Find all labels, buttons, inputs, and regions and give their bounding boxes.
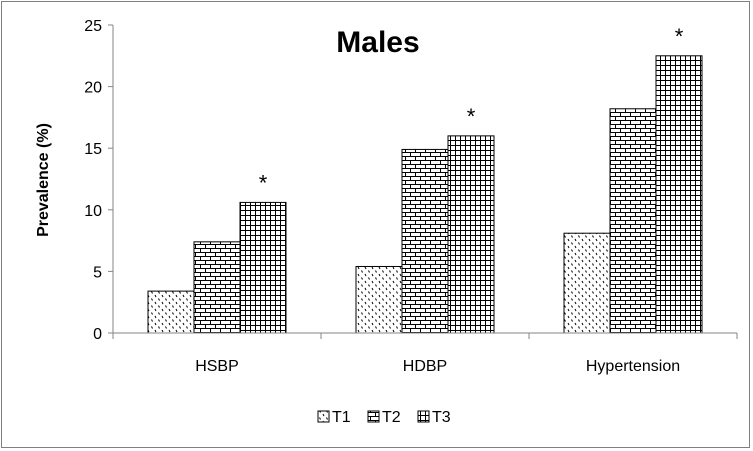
x-category-label: HDBP <box>403 358 447 375</box>
y-axis-label: Prevalence (%) <box>35 123 52 237</box>
legend-label-t2: T2 <box>382 409 401 426</box>
bar-t3-hdbp <box>447 135 495 334</box>
y-tick-label: 5 <box>93 264 102 281</box>
legend-label-t3: T3 <box>432 409 451 426</box>
bar-t2-hdbp <box>401 148 449 334</box>
significance-asterisk: * <box>467 104 476 129</box>
y-tick-label: 20 <box>84 80 102 97</box>
legend-swatch-t2 <box>367 410 380 423</box>
significance-asterisk: * <box>259 170 268 195</box>
chart-title: Males <box>336 26 419 59</box>
bar-t3-hsbp <box>239 201 287 334</box>
significance-asterisk: * <box>675 24 684 49</box>
bar-t3-hypertension <box>655 55 703 334</box>
bar-t2-hypertension <box>609 108 657 334</box>
y-tick-label: 10 <box>84 203 102 220</box>
y-tick-label: 25 <box>84 18 102 35</box>
x-category-label: Hypertension <box>586 358 680 375</box>
bar-t1-hsbp <box>147 290 195 334</box>
bar-t2-hsbp <box>193 241 241 334</box>
y-tick-label: 0 <box>93 326 102 343</box>
legend: T1 T2 T3 <box>317 409 451 426</box>
bar-t1-hdbp <box>355 265 403 334</box>
x-axis: HSBP HDBP Hypertension <box>112 332 738 375</box>
y-tick-label: 15 <box>84 141 102 158</box>
legend-swatch-t3 <box>417 410 430 423</box>
legend-swatch-t1 <box>317 410 330 423</box>
bar-t1-hypertension <box>563 232 611 334</box>
y-axis: 0 5 10 15 20 25 <box>84 18 114 343</box>
legend-label-t1: T1 <box>332 409 351 426</box>
x-category-label: HSBP <box>195 358 239 375</box>
bars-group: * * * <box>147 24 703 334</box>
